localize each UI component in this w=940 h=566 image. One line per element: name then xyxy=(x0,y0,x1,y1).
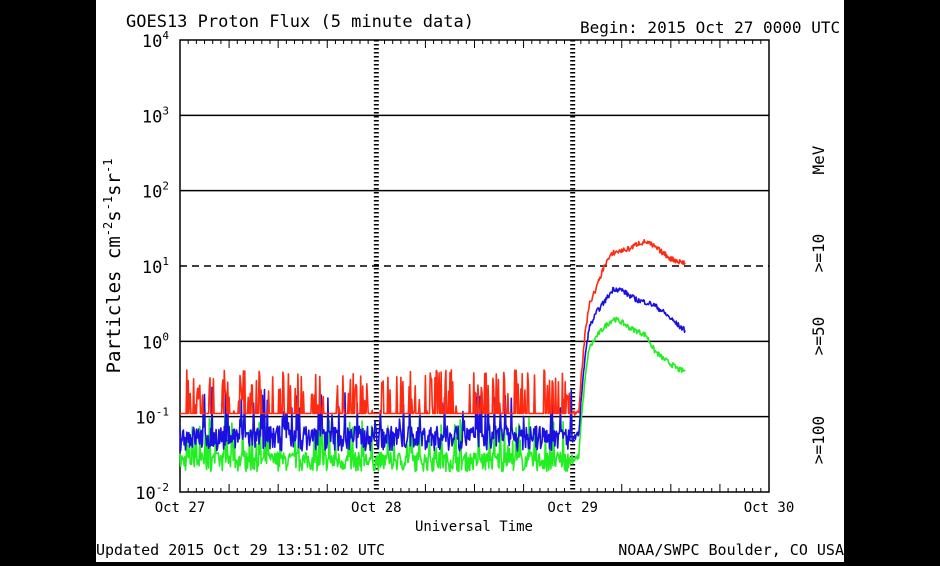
y-axis-label: Particles cm-2s-1sr-1 xyxy=(101,159,125,374)
series-layer xyxy=(179,239,686,473)
updated-timestamp: Updated 2015 Oct 29 13:51:02 UTC xyxy=(96,541,385,559)
series-line-ge10 xyxy=(179,239,686,416)
y-tick-label: 100 xyxy=(142,330,169,353)
x-tick-label: Oct 29 xyxy=(547,500,598,516)
legend: MeV >=10 >=50 >=100 xyxy=(809,145,828,464)
y-axis-label-exp2: -1 xyxy=(101,196,115,210)
y-tick-label-exp: 0 xyxy=(162,330,169,343)
y-tick-label: 101 xyxy=(142,255,169,278)
y-tick-label: 102 xyxy=(142,180,169,203)
series-line-ge50 xyxy=(179,286,686,452)
chart-title: GOES13 Proton Flux (5 minute data) xyxy=(126,12,474,32)
y-tick-label-exp: -1 xyxy=(156,406,169,419)
credit-text: NOAA/SWPC Boulder, CO USA xyxy=(618,541,844,559)
y-tick-label: 10-2 xyxy=(135,481,169,504)
y-tick-label-base: 10 xyxy=(142,32,162,52)
y-axis-label-sr: sr xyxy=(103,173,125,196)
y-tick-label-exp: -2 xyxy=(156,481,169,494)
y-axis-label-s: s xyxy=(103,210,125,221)
begin-time: Begin: 2015 Oct 27 0000 UTC xyxy=(580,18,840,37)
y-tick-label-exp: 2 xyxy=(162,180,169,193)
y-tick-label: 10-1 xyxy=(135,406,169,429)
grid-lines xyxy=(180,40,769,492)
x-tick-labels: Oct 27 Oct 28 Oct 29 Oct 30 xyxy=(155,500,795,516)
legend-unit-mev: MeV xyxy=(809,145,828,174)
y-tick-label-base: 10 xyxy=(142,258,162,278)
proton-flux-chart: GOES13 Proton Flux (5 minute data) Begin… xyxy=(101,12,840,535)
legend-ge100: >=100 xyxy=(809,416,828,464)
y-axis-label-exp1: -2 xyxy=(101,222,115,236)
x-tick-label: Oct 30 xyxy=(744,500,795,516)
legend-ge50: >=50 xyxy=(809,317,828,356)
x-tick-label: Oct 28 xyxy=(351,500,402,516)
y-axis-label-exp3: -1 xyxy=(101,159,115,173)
y-tick-label-base: 10 xyxy=(135,484,155,504)
x-tick-label: Oct 27 xyxy=(155,500,206,516)
y-tick-label: 103 xyxy=(142,104,169,127)
y-tick-label-base: 10 xyxy=(142,107,162,127)
y-tick-label: 104 xyxy=(142,29,169,52)
y-tick-label-base: 10 xyxy=(142,183,162,203)
chart-canvas: GOES13 Proton Flux (5 minute data) Begin… xyxy=(96,0,844,562)
x-axis-label: Universal Time xyxy=(415,519,533,535)
y-tick-label-exp: 3 xyxy=(162,104,169,117)
legend-ge10: >=10 xyxy=(809,234,828,273)
y-tick-label-base: 10 xyxy=(142,333,162,353)
y-tick-label-exp: 4 xyxy=(162,29,169,42)
y-axis-label-base: Particles cm xyxy=(103,236,125,373)
y-tick-label-exp: 1 xyxy=(162,255,169,268)
y-tick-label-base: 10 xyxy=(135,409,155,429)
